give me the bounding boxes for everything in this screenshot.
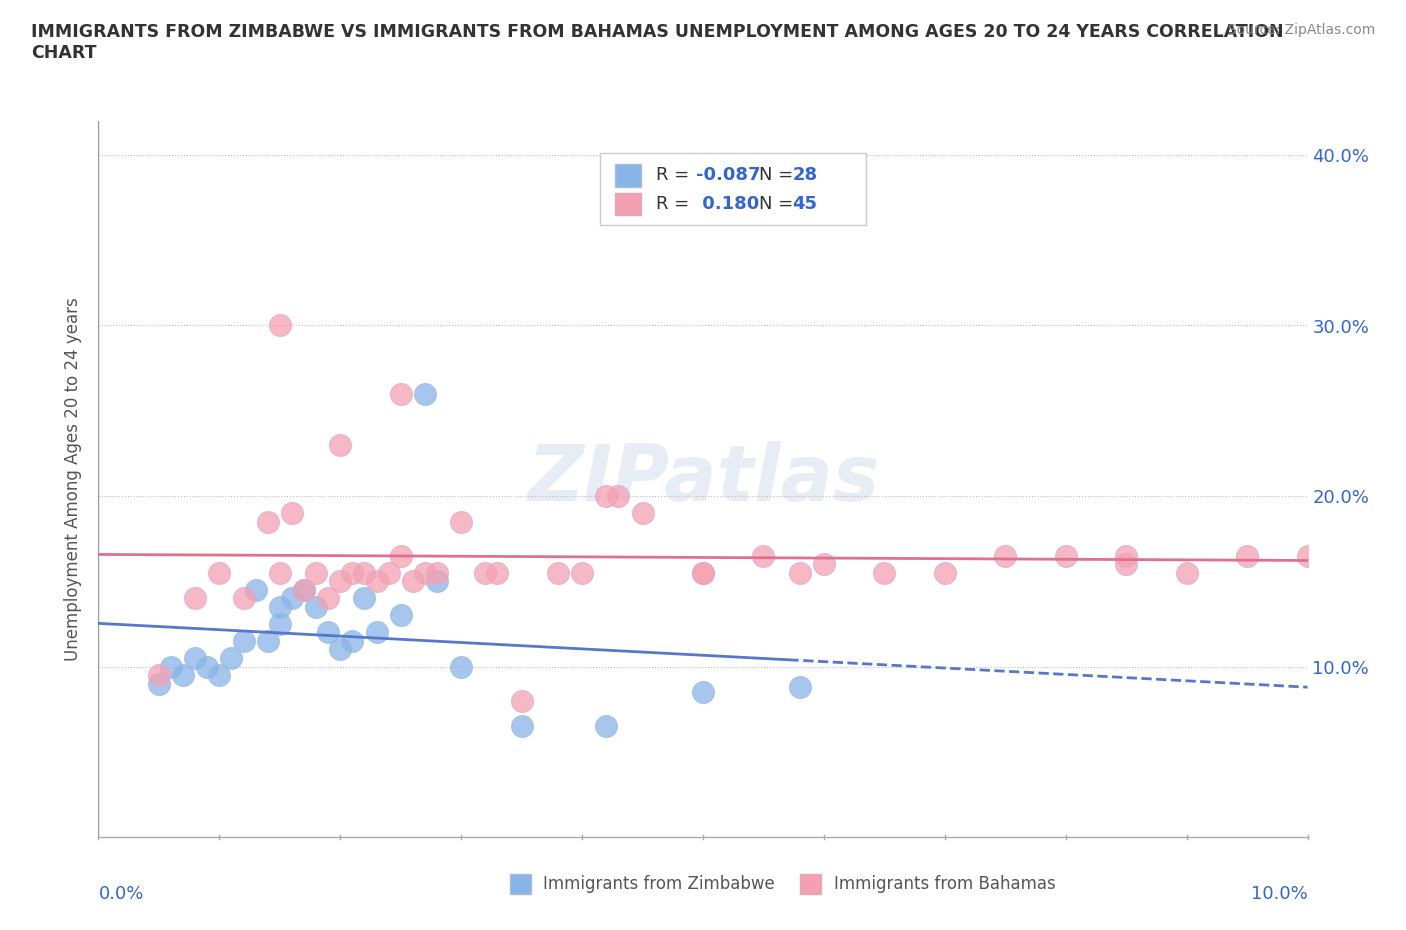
Point	[789, 680, 811, 695]
Point	[366, 625, 388, 640]
Text: 0.180: 0.180	[696, 195, 759, 213]
Point	[269, 565, 291, 580]
Point	[1054, 549, 1077, 564]
Bar	[614, 193, 641, 216]
Text: R =: R =	[655, 166, 695, 184]
Point	[994, 549, 1017, 564]
Point	[1296, 549, 1319, 564]
Text: -0.087: -0.087	[696, 166, 761, 184]
Point	[1236, 549, 1258, 564]
Point	[232, 591, 254, 605]
Point	[426, 574, 449, 589]
Point	[402, 574, 425, 589]
Point	[510, 719, 533, 734]
Text: Source: ZipAtlas.com: Source: ZipAtlas.com	[1227, 23, 1375, 37]
Bar	[614, 164, 641, 187]
Point	[172, 668, 194, 683]
Point	[342, 633, 364, 648]
Point	[389, 386, 412, 401]
Point	[329, 642, 352, 657]
Point	[1115, 557, 1137, 572]
Point	[389, 608, 412, 623]
Point	[208, 668, 231, 683]
Point	[692, 684, 714, 699]
Point	[789, 565, 811, 580]
Point	[329, 574, 352, 589]
Text: Immigrants from Zimbabwe: Immigrants from Zimbabwe	[543, 874, 775, 893]
Point	[305, 600, 328, 615]
Text: N =: N =	[759, 195, 799, 213]
Text: IMMIGRANTS FROM ZIMBABWE VS IMMIGRANTS FROM BAHAMAS UNEMPLOYMENT AMONG AGES 20 T: IMMIGRANTS FROM ZIMBABWE VS IMMIGRANTS F…	[31, 23, 1284, 62]
Point	[450, 514, 472, 529]
Point	[353, 591, 375, 605]
Point	[160, 659, 183, 674]
Point	[692, 565, 714, 580]
Point	[1115, 549, 1137, 564]
Point	[329, 437, 352, 452]
Point	[413, 565, 436, 580]
Text: R =: R =	[655, 195, 695, 213]
Point	[595, 719, 617, 734]
Y-axis label: Unemployment Among Ages 20 to 24 years: Unemployment Among Ages 20 to 24 years	[65, 297, 83, 661]
Point	[353, 565, 375, 580]
Point	[195, 659, 218, 674]
Point	[305, 565, 328, 580]
Text: Immigrants from Bahamas: Immigrants from Bahamas	[834, 874, 1056, 893]
Point	[752, 549, 775, 564]
Point	[692, 565, 714, 580]
Point	[232, 633, 254, 648]
Point	[281, 506, 304, 521]
Point	[547, 565, 569, 580]
Point	[595, 488, 617, 503]
Point	[292, 582, 315, 597]
Point	[245, 582, 267, 597]
Point	[389, 549, 412, 564]
Point	[269, 318, 291, 333]
Point	[607, 488, 630, 503]
Point	[148, 668, 170, 683]
Point	[873, 565, 896, 580]
Point	[256, 514, 278, 529]
Point	[486, 565, 509, 580]
Point	[474, 565, 496, 580]
Point	[184, 651, 207, 666]
Point	[269, 600, 291, 615]
Point	[426, 565, 449, 580]
Text: 45: 45	[793, 195, 817, 213]
Point	[571, 565, 593, 580]
Point	[813, 557, 835, 572]
Point	[208, 565, 231, 580]
Bar	[600, 153, 866, 225]
Point	[377, 565, 399, 580]
Point	[281, 591, 304, 605]
Text: 0.0%: 0.0%	[98, 884, 143, 903]
Bar	[509, 873, 531, 894]
Bar	[800, 873, 821, 894]
Text: N =: N =	[759, 166, 799, 184]
Point	[450, 659, 472, 674]
Point	[269, 617, 291, 631]
Point	[342, 565, 364, 580]
Point	[413, 386, 436, 401]
Point	[148, 676, 170, 691]
Point	[221, 651, 243, 666]
Point	[316, 591, 339, 605]
Point	[256, 633, 278, 648]
Point	[631, 506, 654, 521]
Point	[1175, 565, 1198, 580]
Text: 28: 28	[793, 166, 818, 184]
Point	[292, 582, 315, 597]
Text: ZIPatlas: ZIPatlas	[527, 441, 879, 517]
Point	[316, 625, 339, 640]
Point	[510, 693, 533, 708]
Point	[366, 574, 388, 589]
Point	[184, 591, 207, 605]
Point	[934, 565, 956, 580]
Text: 10.0%: 10.0%	[1251, 884, 1308, 903]
